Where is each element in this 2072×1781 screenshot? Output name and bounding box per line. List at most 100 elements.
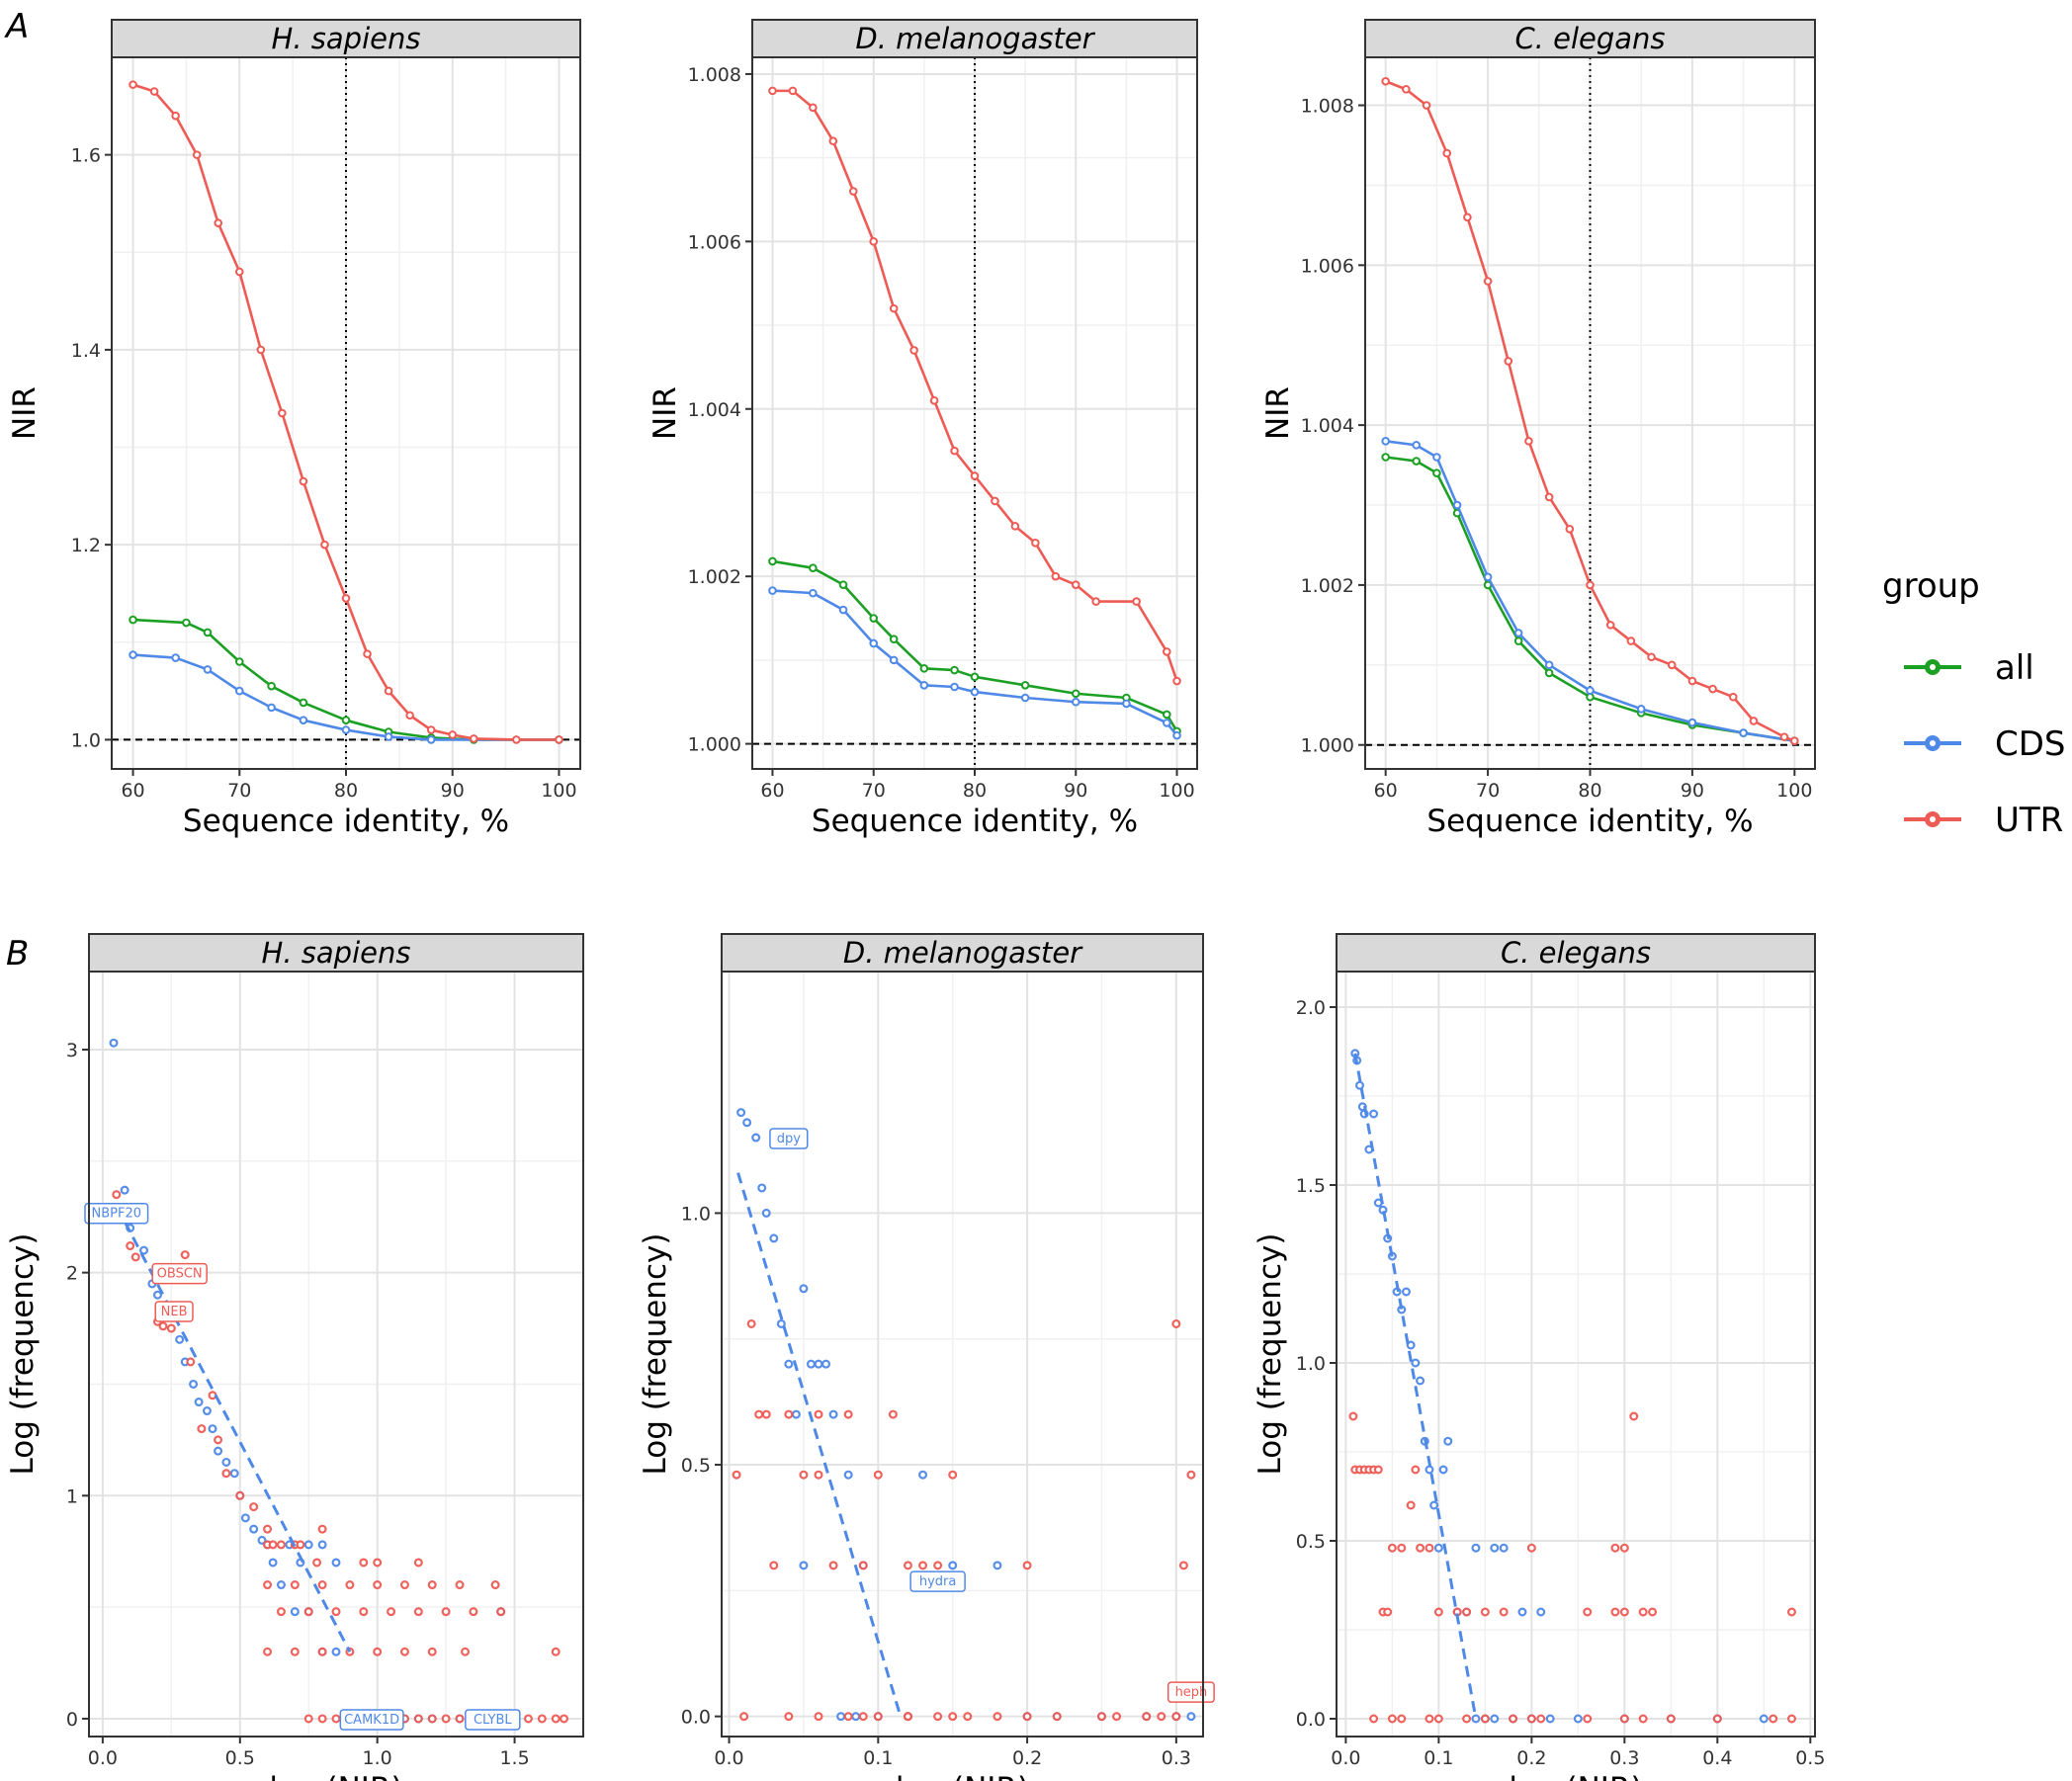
x-axis-title: log (NIR) bbox=[269, 1771, 402, 1781]
scatter-point-utr bbox=[1383, 1607, 1393, 1617]
y-tick-label: 0.5 bbox=[681, 1455, 711, 1477]
series-point-utr bbox=[129, 80, 137, 89]
scatter-point-utr bbox=[1499, 1607, 1509, 1617]
panel-letter-a: A bbox=[4, 7, 29, 46]
y-tick-label: 0 bbox=[66, 1709, 78, 1731]
scatter-point-utr bbox=[918, 1561, 928, 1570]
series-point-cds bbox=[1163, 719, 1171, 727]
y-tick-label: 1 bbox=[66, 1485, 78, 1507]
series-point-utr bbox=[320, 540, 329, 550]
series-point-all bbox=[950, 665, 959, 675]
series-point-utr bbox=[469, 734, 478, 743]
series-point-utr bbox=[149, 87, 159, 96]
x-axis-title: log (NIR) bbox=[1509, 1771, 1642, 1781]
series-point-cds bbox=[1412, 441, 1422, 450]
series-point-cds bbox=[1381, 437, 1390, 446]
y-tick-label: 1.2 bbox=[71, 535, 101, 556]
data-marks bbox=[1381, 76, 1799, 745]
plot-border bbox=[751, 56, 1198, 770]
series-point-utr bbox=[1687, 676, 1697, 686]
y-tick-label: 1.006 bbox=[688, 231, 741, 253]
series-point-cds bbox=[129, 650, 137, 659]
y-axis-title: NIR bbox=[7, 386, 43, 440]
scatter-point-utr bbox=[249, 1502, 259, 1512]
scatter-point-utr bbox=[312, 1558, 322, 1568]
series-point-all bbox=[1020, 680, 1030, 690]
scatter-point-utr bbox=[1022, 1712, 1032, 1722]
x-tick-label: 70 bbox=[227, 780, 251, 802]
y-tick-label: 1.0 bbox=[71, 729, 101, 751]
plot-border bbox=[721, 971, 1204, 1738]
scatter-point-utr bbox=[263, 1580, 273, 1590]
scatter-point-utr bbox=[427, 1714, 437, 1724]
gene-label-text: OBSCN bbox=[157, 1267, 203, 1282]
series-point-cds bbox=[950, 682, 959, 692]
scatter-point-utr bbox=[197, 1424, 207, 1434]
scatter-point-utr bbox=[993, 1712, 1002, 1722]
gene-label-box bbox=[84, 1202, 149, 1225]
series-point-all bbox=[299, 698, 308, 708]
series-point-utr bbox=[1749, 717, 1759, 725]
scatter-point-utr bbox=[303, 1714, 313, 1724]
series-point-utr bbox=[1647, 652, 1656, 662]
scatter-point-cds bbox=[1424, 1465, 1434, 1475]
y-tick-label: 1.5 bbox=[1296, 1175, 1326, 1197]
series-point-utr bbox=[405, 711, 414, 721]
scatter-point-utr bbox=[387, 1607, 396, 1617]
x-tick-label: 100 bbox=[541, 780, 576, 802]
chart-6: C. elegans 0.0 0.1 0.2 0.3 0.4 0.5 0.0 0.5 1.0 1.5… bbox=[1252, 933, 1825, 1781]
series-point-cds bbox=[1687, 718, 1697, 727]
gene-label-box bbox=[154, 1301, 194, 1322]
scatter-point-cds bbox=[276, 1580, 286, 1590]
series-point-utr bbox=[869, 237, 879, 246]
scatter-point-utr bbox=[873, 1470, 883, 1480]
series-point-utr bbox=[1132, 597, 1141, 606]
series-point-cds bbox=[1636, 705, 1646, 714]
scatter-point-utr bbox=[551, 1714, 561, 1724]
scatter-point-utr bbox=[268, 1540, 278, 1550]
gene-label-dpy: dpy bbox=[769, 1128, 809, 1149]
regression-fit-line bbox=[1353, 1053, 1478, 1720]
x-tick-label: 1.0 bbox=[363, 1747, 392, 1769]
x-tick-label: 0.0 bbox=[1331, 1747, 1360, 1769]
series-point-utr bbox=[1091, 597, 1101, 606]
scatter-point-utr bbox=[276, 1540, 286, 1550]
x-tick-label: 90 bbox=[1064, 780, 1087, 802]
scatter-point-utr bbox=[317, 1647, 327, 1656]
series-line-utr bbox=[772, 89, 1178, 682]
series-point-cds bbox=[919, 680, 929, 690]
gene-label-clybl: CLYBL bbox=[465, 1709, 521, 1731]
strip-background bbox=[751, 19, 1198, 58]
y-tick-label: 0.5 bbox=[1296, 1531, 1326, 1553]
series-point-all bbox=[768, 556, 777, 566]
scatter-point-utr bbox=[455, 1580, 465, 1590]
x-tick-label: 80 bbox=[334, 780, 358, 802]
scatter-point-cds bbox=[799, 1561, 809, 1570]
series-point-all bbox=[129, 615, 137, 625]
scatter-point-utr bbox=[186, 1357, 196, 1367]
gene-label-box bbox=[769, 1128, 809, 1149]
series-point-all bbox=[341, 716, 351, 724]
series-point-utr bbox=[555, 735, 563, 744]
scatter-point-utr bbox=[290, 1580, 300, 1590]
scatter-point-utr bbox=[1157, 1712, 1166, 1722]
scatter-point-utr bbox=[166, 1323, 176, 1333]
scatter-point-utr bbox=[732, 1470, 741, 1480]
strip-background bbox=[88, 933, 584, 973]
scatter-point-cds bbox=[303, 1540, 313, 1550]
scatter-point-utr bbox=[427, 1647, 437, 1656]
series-point-cds bbox=[970, 687, 980, 697]
scatter-point-utr bbox=[1619, 1714, 1629, 1724]
strip-background bbox=[111, 19, 581, 58]
strip-label: C. elegans bbox=[1514, 22, 1665, 55]
scatter-point-utr bbox=[1509, 1714, 1518, 1724]
scatter-point-utr bbox=[1583, 1714, 1593, 1724]
series-point-utr bbox=[1172, 676, 1181, 686]
series-point-all bbox=[1513, 636, 1523, 645]
x-tick-label: 0.2 bbox=[1516, 1747, 1546, 1769]
scatter-point-cds bbox=[268, 1558, 278, 1568]
scatter-point-utr bbox=[1142, 1712, 1152, 1722]
series-point-utr bbox=[1010, 522, 1020, 531]
scatter-point-utr bbox=[551, 1647, 561, 1656]
series-point-cds bbox=[869, 638, 879, 648]
